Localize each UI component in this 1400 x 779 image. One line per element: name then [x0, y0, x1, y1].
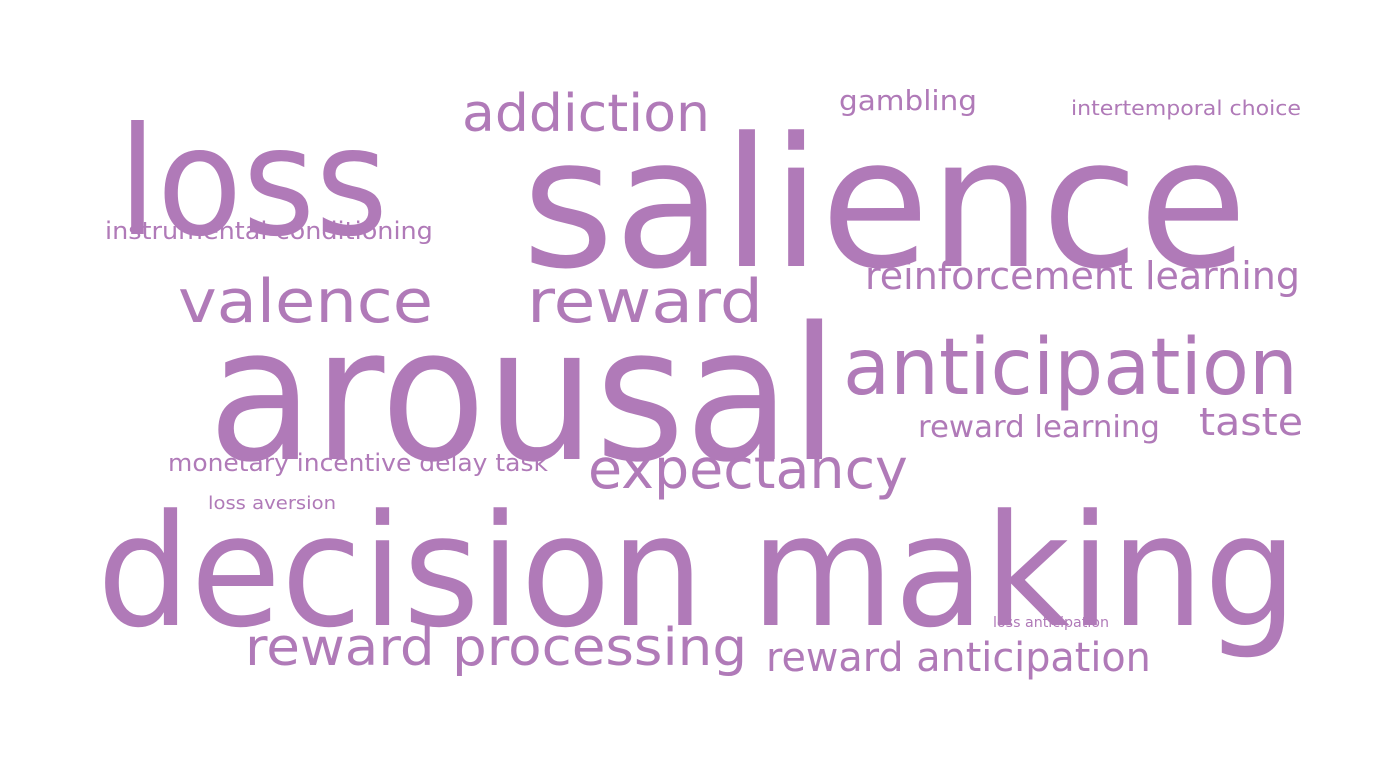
word-loss-anticipation: loss anticipation: [993, 615, 1110, 632]
word-reward-processing: reward processing: [245, 618, 748, 679]
word-arousal: arousal: [208, 287, 839, 504]
word-reward-anticipation: reward anticipation: [766, 634, 1151, 681]
word-salience: salience: [522, 100, 1248, 310]
word-loss: loss: [118, 96, 389, 270]
word-taste: taste: [1199, 400, 1303, 445]
word-reinforcement-learning: reinforcement learning: [865, 254, 1300, 299]
word-gambling: gambling: [839, 83, 978, 117]
word-addiction: addiction: [462, 84, 710, 145]
word-expectancy: expectancy: [588, 437, 908, 502]
word-instrumental-conditioning: instrumental conditioning: [105, 216, 433, 245]
word-reward: reward: [527, 267, 764, 338]
word-decision-making: decision making: [97, 481, 1298, 663]
word-loss-aversion: loss aversion: [208, 493, 337, 515]
word-intertemporal-choice: intertemporal choice: [1071, 95, 1301, 120]
word-monetary-incentive-delay-task: monetary incentive delay task: [168, 448, 548, 477]
word-reward-learning: reward learning: [918, 410, 1160, 446]
word-valence: valence: [178, 267, 434, 338]
word-anticipation: anticipation: [843, 322, 1298, 413]
